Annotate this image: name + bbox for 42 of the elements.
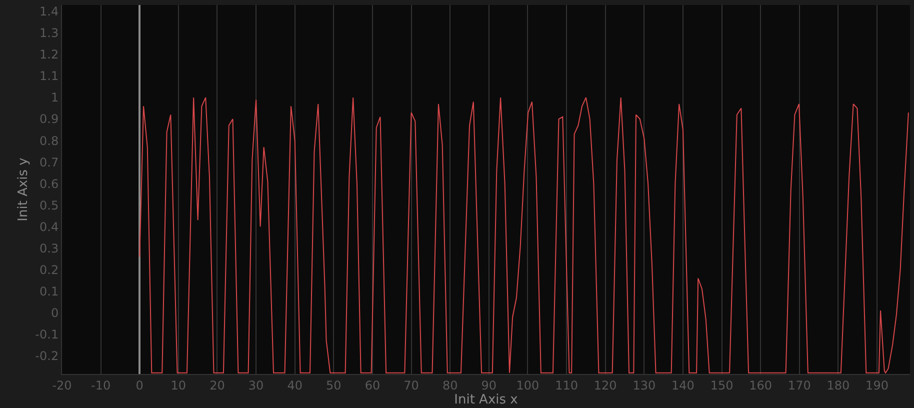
x-tick-label: 50 xyxy=(326,378,342,392)
x-tick-label: 80 xyxy=(442,378,458,392)
y-tick-label: 0.3 xyxy=(40,241,59,256)
x-tick-label: 40 xyxy=(287,378,302,392)
y-tick-label: -0.2 xyxy=(35,348,59,363)
x-tick-label: 20 xyxy=(210,378,225,392)
x-tick-label: -10 xyxy=(91,378,111,392)
y-tick-label: 0.1 xyxy=(40,284,59,298)
x-tick-label: 60 xyxy=(364,378,380,392)
y-tick-label: 0.4 xyxy=(40,220,59,234)
x-axis-title: Init Axis x xyxy=(454,392,518,408)
y-tick-label: 1 xyxy=(50,90,59,105)
y-tick-label: 0.8 xyxy=(40,134,59,148)
y-tick-label: 1.3 xyxy=(40,26,59,40)
x-tick-label: 150 xyxy=(710,378,734,392)
x-tick-label: -20 xyxy=(52,378,72,392)
y-axis-title: Init Axis y xyxy=(16,157,32,222)
x-tick-label: 120 xyxy=(594,378,617,392)
y-tick-label: 0.5 xyxy=(40,198,59,212)
x-tick-label: 190 xyxy=(866,378,888,392)
y-tick-label: 0.9 xyxy=(40,112,59,126)
x-tick-label: 100 xyxy=(516,378,540,392)
y-tick-label: 0.2 xyxy=(40,262,59,277)
x-tick-label: 30 xyxy=(248,378,264,392)
y-tick-label: 0.6 xyxy=(40,176,59,191)
y-tick-label: -0.1 xyxy=(35,327,59,342)
y-tick-label: 1.1 xyxy=(40,69,59,84)
x-tick-label: 160 xyxy=(749,378,772,392)
x-tick-label: 90 xyxy=(481,378,497,392)
x-tick-label: 10 xyxy=(170,378,186,392)
x-tick-label: 130 xyxy=(632,378,656,392)
x-tick-label: 180 xyxy=(826,378,850,392)
y-tick-label: 1.4 xyxy=(40,4,59,19)
y-tick-label: 0 xyxy=(50,306,59,320)
y-tick-label: 0.7 xyxy=(40,155,59,170)
x-tick-label: 170 xyxy=(788,378,811,392)
x-tick-label: 110 xyxy=(555,378,578,392)
x-tick-label: 140 xyxy=(672,378,694,392)
x-tick-label: 70 xyxy=(404,378,419,392)
x-tick-label: 0 xyxy=(136,378,144,392)
y-tick-label: 1.2 xyxy=(40,48,59,62)
line-series xyxy=(139,97,909,374)
